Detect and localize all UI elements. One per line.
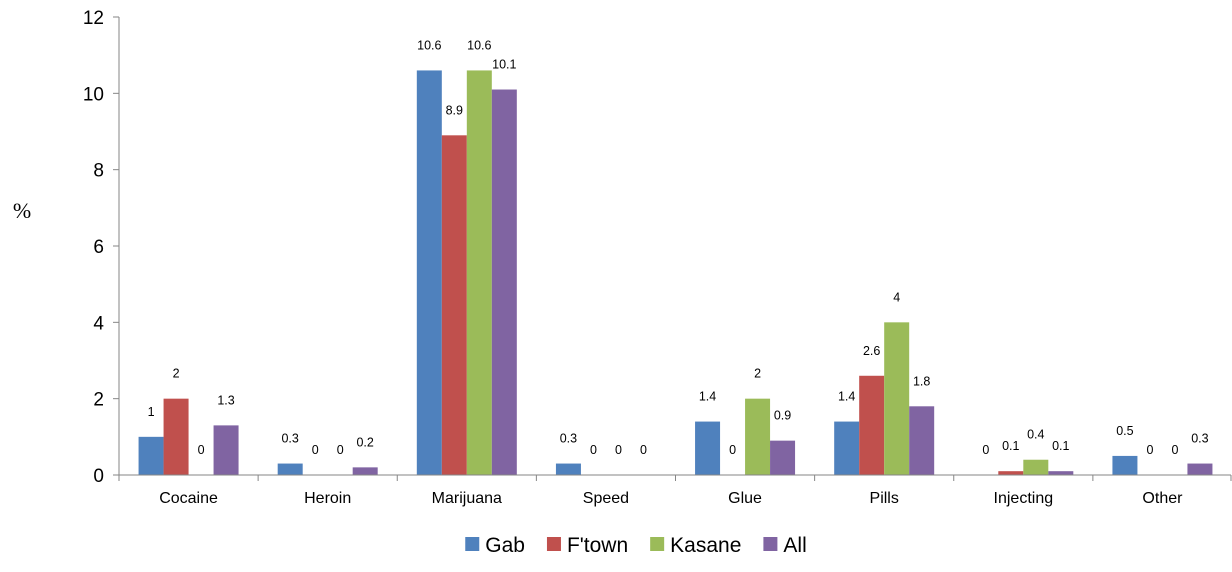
data-label: 10.6	[467, 38, 491, 52]
legend-swatch	[465, 537, 480, 551]
y-tick-label: 0	[93, 466, 104, 487]
legend-label: F'town	[567, 534, 628, 557]
data-label: 0.3	[560, 432, 577, 446]
bar	[695, 421, 721, 475]
bar	[909, 406, 935, 475]
data-label: 0	[729, 443, 736, 457]
y-tick-label: 12	[83, 8, 104, 29]
y-tick-label: 4	[93, 313, 104, 334]
data-label: 0.9	[774, 409, 791, 423]
bar	[555, 463, 581, 475]
data-label: 2	[173, 367, 180, 381]
y-tick-label: 10	[83, 84, 104, 105]
category-label: Pills	[870, 490, 899, 507]
data-label: 0	[198, 443, 205, 457]
bar	[352, 467, 378, 475]
category-label: Other	[1142, 490, 1183, 507]
data-label: 0.1	[1002, 439, 1019, 453]
data-label: 2.6	[863, 344, 880, 358]
bar	[859, 375, 885, 475]
data-label: 4	[893, 290, 900, 304]
legend-label: Gab	[485, 534, 525, 557]
category-label: Cocaine	[159, 490, 218, 507]
data-label: 0	[640, 443, 647, 457]
y-tick-label: 2	[93, 390, 104, 411]
data-label: 0.3	[1191, 432, 1208, 446]
data-label: 10.1	[492, 58, 516, 72]
data-label: 0	[312, 443, 319, 457]
data-label: 0	[1146, 443, 1153, 457]
data-label: 0	[982, 443, 989, 457]
bar	[277, 463, 303, 475]
y-tick-label: 6	[93, 237, 104, 258]
legend-swatch	[650, 537, 665, 551]
bar	[834, 421, 860, 475]
y-tick-label: 8	[93, 161, 104, 182]
data-label: 0	[337, 443, 344, 457]
category-label: Glue	[728, 490, 762, 507]
data-label: 0	[615, 443, 622, 457]
bar	[1023, 459, 1049, 475]
bar	[998, 471, 1024, 475]
data-label: 0.1	[1052, 439, 1069, 453]
bar	[884, 322, 910, 475]
category-label: Heroin	[304, 490, 351, 507]
bar	[1048, 471, 1074, 475]
data-label: 2	[754, 367, 761, 381]
y-axis-label: %	[13, 198, 31, 223]
bar	[1187, 463, 1213, 475]
data-label: 0.3	[281, 432, 298, 446]
data-label: 8.9	[446, 103, 463, 117]
category-label: Marijuana	[432, 490, 502, 507]
legend-label: All	[783, 534, 806, 557]
bar	[1112, 455, 1138, 475]
data-label: 0.2	[356, 435, 373, 449]
data-label: 0.5	[1116, 424, 1133, 438]
bar	[441, 135, 467, 476]
legend-swatch	[546, 537, 561, 551]
bar	[213, 425, 239, 475]
bar	[466, 70, 492, 475]
bar	[163, 398, 189, 475]
data-label: 1	[148, 405, 155, 419]
bar	[138, 436, 164, 475]
data-label: 1.8	[913, 374, 930, 388]
category-label: Injecting	[994, 490, 1054, 507]
bar	[770, 440, 796, 475]
category-label: Speed	[583, 490, 629, 507]
data-label: 0.4	[1027, 428, 1044, 442]
data-label: 0	[1171, 443, 1178, 457]
data-label: 0	[590, 443, 597, 457]
data-label: 1.3	[217, 393, 234, 407]
legend-label: Kasane	[670, 534, 741, 557]
data-label: 10.6	[417, 38, 441, 52]
legend: Gab F'town Kasane All	[465, 534, 807, 557]
bar	[745, 398, 771, 475]
data-label: 1.4	[699, 390, 716, 404]
bar	[416, 70, 442, 475]
bar	[491, 89, 517, 476]
data-label: 1.4	[838, 390, 855, 404]
legend-swatch	[763, 537, 778, 551]
